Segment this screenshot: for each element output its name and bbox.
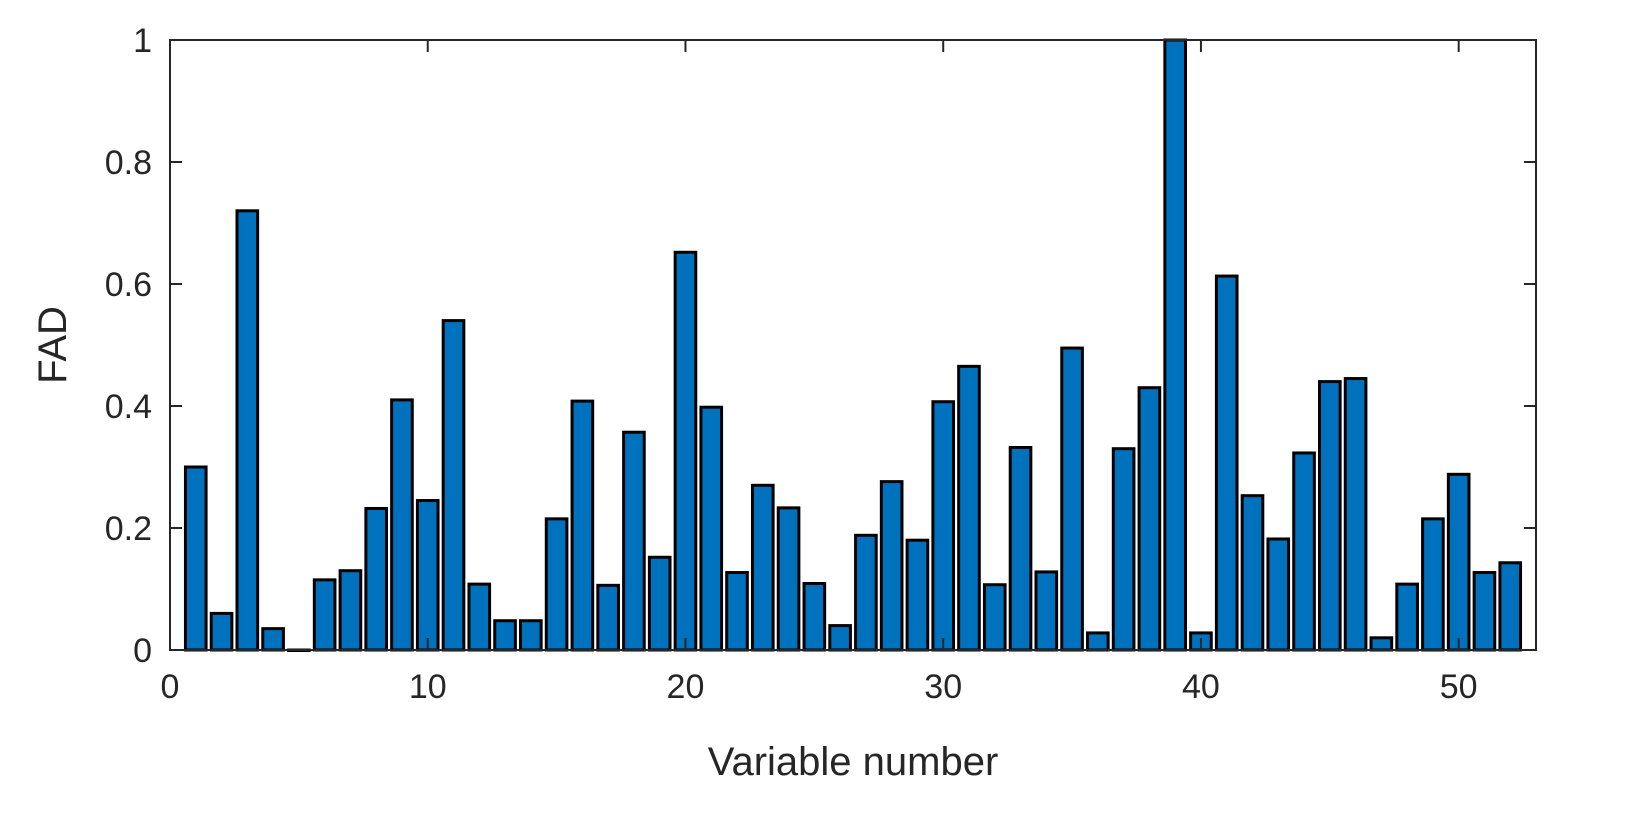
bar [1292,451,1316,652]
bar [467,582,492,652]
bar [1008,445,1033,652]
bar [1343,377,1368,652]
x-tick-label: 0 [161,668,180,706]
bar [390,398,414,652]
bar [1240,494,1265,652]
x-tick-label: 50 [1440,668,1478,706]
bar [570,399,595,652]
bar [1214,274,1239,652]
bar [1472,571,1497,652]
bar [1318,380,1342,652]
bar [1498,561,1523,652]
y-tick-label: 1 [133,22,152,60]
bar [1266,537,1291,652]
bar [338,569,363,652]
bar [802,582,827,652]
bar [957,364,981,652]
bar [828,624,852,652]
bar [415,499,440,652]
y-tick-label: 0.8 [105,144,152,182]
x-axis-label: Variable number [708,740,999,784]
bar-series [183,38,1523,652]
bar [312,578,337,652]
bar [699,405,724,652]
bar [235,209,260,652]
y-tick-label: 0 [133,632,152,670]
bar [622,430,646,652]
bar [1421,517,1445,652]
bar [544,517,569,652]
x-tick-label: 20 [667,668,705,706]
bar [183,465,208,652]
bar [673,250,698,652]
bar [879,480,904,652]
bar [1111,447,1136,652]
bar [1060,346,1084,652]
bar [1446,472,1471,652]
bar [1395,582,1419,652]
y-axis-label: FAD [31,306,75,384]
bar [931,400,956,652]
bar [982,583,1007,652]
bar [261,627,285,652]
x-tick-label: 30 [924,668,962,706]
bar [596,583,620,652]
bar [905,538,930,652]
x-tick-label: 10 [409,668,447,706]
bar [1034,570,1059,652]
bar [647,555,672,652]
bar [519,619,543,652]
bar [441,319,466,652]
y-tick-label: 0.2 [105,510,152,548]
bar [1086,631,1110,652]
bar [209,611,234,652]
tick-labels: 0 10 20 30 40 50 0 0.2 0.4 0.6 0.8 1 [105,22,1478,706]
y-tick-label: 0.6 [105,266,152,304]
axes-box [169,39,1537,651]
x-tick-label: 40 [1182,668,1220,706]
y-tick-label: 0.4 [105,388,152,426]
bar [1137,386,1162,652]
bar [725,571,749,652]
bar [364,506,389,652]
bar [776,506,801,652]
bar [493,619,517,652]
bar [1163,38,1187,652]
bar [854,533,878,652]
bar [750,483,775,652]
bar [1369,636,1394,652]
